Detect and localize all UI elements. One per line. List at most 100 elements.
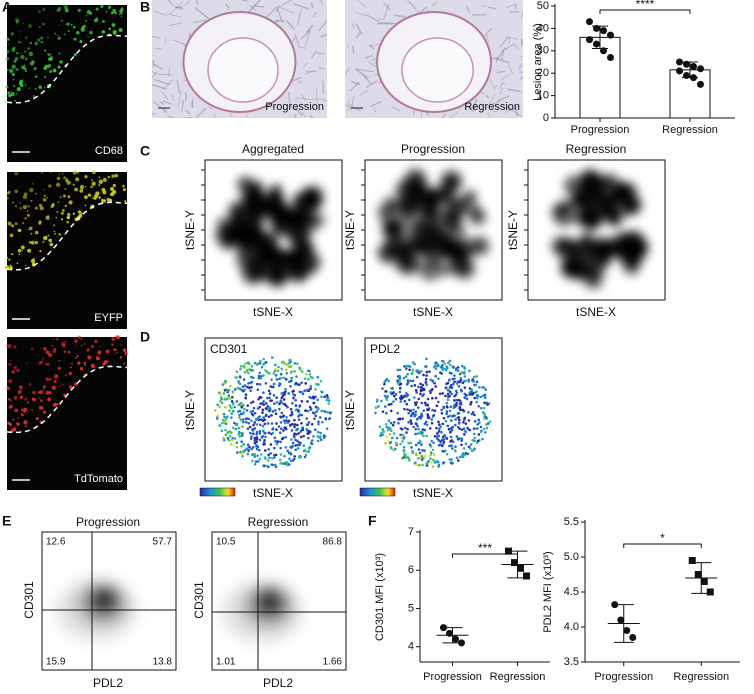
cell-point — [407, 441, 410, 445]
cell-point — [224, 422, 228, 426]
cell-point — [290, 429, 294, 432]
cell-point — [399, 433, 402, 437]
cell-point — [459, 376, 463, 380]
cell-point — [430, 439, 433, 443]
tissue-fiber — [495, 49, 505, 63]
cell-point — [298, 405, 301, 408]
density-blob — [470, 236, 490, 256]
quadrant-value: 86.8 — [323, 537, 343, 548]
signal-speck — [27, 205, 30, 208]
signal-speck — [73, 53, 77, 57]
cell-point — [403, 399, 407, 403]
signal-speck — [113, 32, 116, 35]
cell-point — [268, 396, 271, 400]
data-point — [446, 629, 453, 637]
cell-point — [276, 440, 280, 443]
signal-speck — [67, 29, 70, 33]
cell-point — [290, 438, 293, 441]
cell-point — [409, 409, 413, 413]
cell-point — [237, 380, 240, 384]
signal-speck — [82, 24, 86, 28]
data-point — [511, 559, 518, 567]
cell-point — [443, 449, 447, 453]
signal-speck — [111, 23, 116, 27]
data-point — [623, 627, 631, 634]
cell-point — [307, 436, 310, 440]
tissue-fiber — [294, 34, 300, 47]
cell-point — [238, 435, 242, 438]
cell-point — [441, 364, 444, 367]
tissue-fiber — [404, 0, 408, 5]
signal-speck — [59, 196, 62, 199]
cell-point — [425, 370, 429, 374]
signal-speck — [53, 374, 59, 379]
cell-point — [229, 384, 232, 388]
cell-point — [464, 442, 468, 446]
cell-point — [405, 431, 408, 434]
tissue-fiber — [310, 1, 314, 9]
density-blob — [616, 182, 637, 203]
cell-point — [472, 432, 476, 436]
cell-point — [293, 455, 296, 458]
density-blob — [569, 196, 582, 209]
signal-speck — [56, 182, 61, 187]
signal-speck — [15, 18, 20, 23]
cell-point — [441, 392, 444, 395]
cell-point — [476, 427, 479, 430]
signal-speck — [92, 170, 96, 175]
cell-point — [235, 376, 238, 379]
cell-point — [279, 372, 283, 376]
density-blob — [393, 255, 410, 272]
cell-point — [452, 382, 455, 386]
lesion — [401, 37, 474, 103]
cell-point — [249, 437, 253, 440]
cell-point — [417, 385, 420, 389]
cell-point — [235, 441, 239, 444]
data-point — [697, 80, 704, 88]
cell-point — [457, 437, 461, 440]
signal-speck — [32, 390, 36, 395]
signal-speck — [122, 348, 127, 353]
tissue-fiber — [303, 62, 308, 68]
cell-point — [273, 382, 276, 386]
signal-speck — [107, 5, 112, 9]
cell-point — [419, 385, 423, 389]
cell-point — [280, 367, 284, 371]
density-blob — [591, 184, 606, 199]
cell-point — [316, 439, 320, 443]
cell-point — [450, 444, 453, 447]
cell-point — [390, 436, 394, 440]
tissue-fiber — [368, 44, 375, 50]
signal-speck — [118, 13, 121, 16]
cell-point — [401, 440, 404, 443]
cell-point — [313, 428, 317, 432]
signal-speck — [25, 425, 27, 428]
cell-point — [435, 364, 438, 367]
signal-speck — [10, 400, 13, 402]
signal-speck — [40, 36, 44, 40]
cell-point — [259, 453, 263, 456]
cell-point — [237, 430, 241, 434]
cell-point — [286, 421, 290, 424]
cell-point — [468, 393, 472, 396]
cell-point — [262, 416, 266, 419]
cell-point — [256, 382, 259, 386]
signal-speck — [84, 364, 87, 367]
cell-point — [394, 393, 398, 396]
cell-point — [243, 407, 246, 411]
signal-speck — [112, 189, 117, 195]
cell-point — [413, 362, 416, 366]
cell-point — [257, 397, 260, 401]
signal-speck — [30, 240, 35, 245]
signal-speck — [34, 88, 37, 90]
cell-point — [444, 386, 447, 390]
tissue-fiber — [421, 112, 423, 118]
cell-point — [469, 403, 472, 406]
cell-point — [386, 428, 390, 432]
signal-speck — [60, 211, 64, 215]
signal-speck — [95, 7, 99, 11]
data-point — [593, 24, 600, 32]
cell-point — [271, 463, 274, 467]
cell-point — [402, 445, 406, 449]
